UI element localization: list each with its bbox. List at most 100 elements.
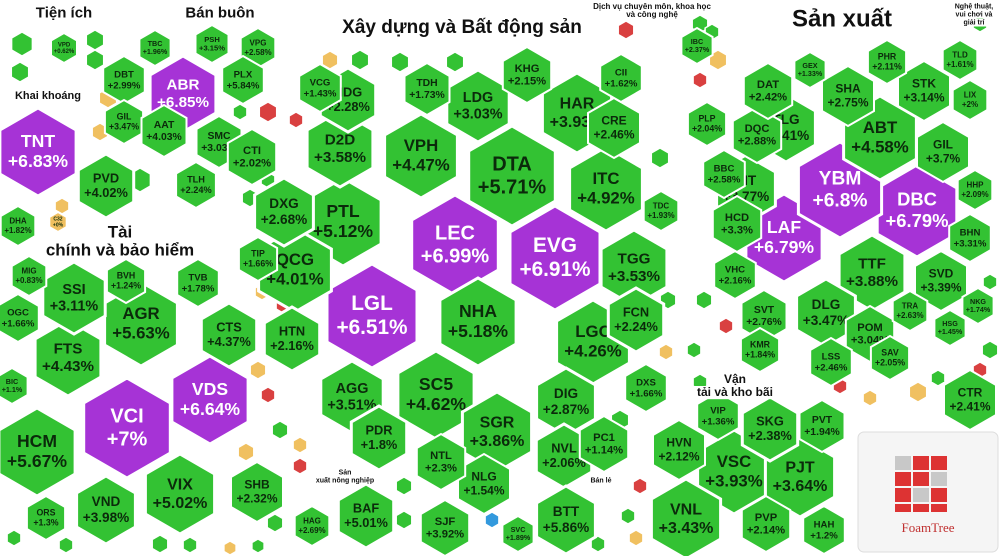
stock-tile-dha[interactable]: DHA+1.82% xyxy=(0,204,37,248)
stock-tile-tip[interactable]: TIP+1.66% xyxy=(237,235,279,283)
stock-tile-htn[interactable]: HTN+2.16% xyxy=(262,305,322,373)
stock-tile-shape xyxy=(175,160,217,210)
stock-tile-gex[interactable]: GEX+1.33% xyxy=(793,50,827,90)
stock-tile-svd[interactable]: SVD+3.39% xyxy=(914,249,968,313)
stock-tile-ibc[interactable]: IBC+2.37% xyxy=(680,26,714,66)
stock-tile-tbc[interactable]: TBC+1.96% xyxy=(138,28,172,68)
stock-tile-bic[interactable]: BIC+1.1% xyxy=(0,366,29,406)
stock-tile-mig[interactable]: MIG+0.83% xyxy=(10,254,48,298)
stock-tile-tra[interactable]: TRA+2.63% xyxy=(891,289,929,333)
stock-tile-vcg[interactable]: VCG+1.43% xyxy=(298,62,342,114)
stock-tile-tld[interactable]: TLD+1.61% xyxy=(941,38,979,82)
stock-tile-hah[interactable]: HAH+1.2% xyxy=(802,504,846,556)
stock-tile-khg[interactable]: KHG+2.15% xyxy=(501,45,553,105)
stock-tile-ors[interactable]: ORS+1.3% xyxy=(25,494,67,542)
stock-tile-sav[interactable]: SAV+2.05% xyxy=(869,334,911,382)
stock-tile-kmr[interactable]: KMR+1.84% xyxy=(739,326,781,374)
stock-tile-cii[interactable]: CII+1.62% xyxy=(599,52,643,104)
stock-tile-tdc[interactable]: TDC+1.93% xyxy=(642,189,680,233)
stock-tile-lgl[interactable]: LGL+6.51% xyxy=(325,262,419,370)
stock-tile-svc[interactable]: SVC+1.89% xyxy=(501,514,535,554)
stock-tile-vnl[interactable]: VNL +3.43% xyxy=(649,477,723,556)
stock-tile-dta[interactable]: DTA+5.71% xyxy=(467,124,557,228)
stock-tile-hsg[interactable]: HSG+1.45% xyxy=(933,308,967,348)
stock-tile-pvp[interactable]: PVP+2.14% xyxy=(740,494,792,554)
stock-tile-nha[interactable]: NHA+5.18% xyxy=(438,276,518,368)
stock-code-label: BVH xyxy=(117,270,136,280)
stock-tile-plx[interactable]: PLX+5.84% xyxy=(221,54,265,106)
stock-tile-shb[interactable]: SHB+2.32% xyxy=(230,460,284,524)
stock-tile-cts[interactable]: CTS+4.37% xyxy=(199,301,259,369)
stock-tile-shape xyxy=(943,368,997,432)
stock-tile-phr[interactable]: PHR+2.11% xyxy=(866,38,908,86)
stock-tile-dbc[interactable]: DBC+6.79% xyxy=(875,163,959,259)
stock-tile-sgr[interactable]: SGR +3.86% xyxy=(460,390,534,474)
stock-tile-aat[interactable]: AAT+4.03% xyxy=(140,103,188,159)
stock-tile-vhc[interactable]: VHC+2.16% xyxy=(713,249,757,301)
stock-tile-vds[interactable]: VDS+6.64% xyxy=(170,354,250,446)
stock-tile-hag[interactable]: HAG+2.69% xyxy=(293,504,331,548)
stock-tile-sha[interactable]: SHA+2.75% xyxy=(821,64,875,128)
stock-tile-fts[interactable]: FTS+4.43% xyxy=(33,318,103,398)
stock-tile-nlg[interactable]: NLG+1.54% xyxy=(457,452,511,516)
stock-tile-tdh[interactable]: TDH+1.73% xyxy=(403,61,451,117)
stock-tile-sjf[interactable]: SJF+3.92% xyxy=(419,498,471,556)
stock-tile-pvd[interactable]: PVD+4.02% xyxy=(76,152,136,220)
stock-tile-shape xyxy=(642,189,680,233)
stock-tile-ogc[interactable]: OGC+1.66% xyxy=(0,292,40,344)
stock-tile-agr[interactable]: AGR+5.63% xyxy=(103,280,179,368)
stock-tile-hvn[interactable]: HVN+2.12% xyxy=(652,418,706,482)
stock-tile-cti[interactable]: CTI+2.02% xyxy=(226,127,278,187)
stock-tile-tvb[interactable]: TVB+1.78% xyxy=(176,257,220,309)
stock-tile-nvl[interactable]: NVL+2.06% xyxy=(534,422,594,490)
stock-tile-gil[interactable]: GIL+3.47% xyxy=(103,98,145,146)
stock-tile-plp[interactable]: PLP+2.04% xyxy=(686,100,728,148)
stock-tile-pc1[interactable]: PC1+1.14% xyxy=(578,414,630,474)
stock-tile-baf[interactable]: BAF+5.01% xyxy=(336,482,396,550)
stock-tile-lix[interactable]: LIX+2% xyxy=(951,78,989,122)
stock-tile-bbc[interactable]: BBC+2.58% xyxy=(702,148,746,200)
stock-tile-btt[interactable]: BTT+5.86% xyxy=(535,484,597,556)
stock-tile-dbt[interactable]: DBT+2.99% xyxy=(102,54,146,106)
stock-tile-ssi[interactable]: SSI+3.11% xyxy=(41,260,107,336)
stock-tile-tgg[interactable]: TGG+3.53% xyxy=(599,228,669,308)
stock-tile-dig[interactable]: DIG+2.87% xyxy=(535,366,597,438)
stock-tile-tnt[interactable]: TNT+6.83% xyxy=(0,106,78,198)
stock-tile-bhn[interactable]: BHN+3.31% xyxy=(948,212,992,264)
stock-tile-vix[interactable]: VIX +5.02% xyxy=(143,452,217,536)
stock-tile-ldg[interactable]: LDG+3.03% xyxy=(445,68,511,144)
stock-tile-bvh[interactable]: BVH+1.24% xyxy=(105,257,147,305)
stock-tile-dqc[interactable]: DQC+2.88% xyxy=(731,105,783,165)
stock-tile-ntl[interactable]: NTL+2.3% xyxy=(415,432,467,492)
stock-tile-lec[interactable]: LEC+6.99% xyxy=(410,193,500,297)
stock-tile-c32[interactable]: C32+0% xyxy=(48,210,68,234)
stock-tile-pjt[interactable]: PJT +3.64% xyxy=(763,435,837,519)
stock-tile-pvt[interactable]: PVT+1.94% xyxy=(798,398,846,454)
stock-tile-vpd[interactable]: VPD+0.62% xyxy=(50,31,78,65)
stock-tile-dxg[interactable]: DXG+2.68% xyxy=(253,176,315,248)
stock-tile-hhp[interactable]: HHP+2.09% xyxy=(956,168,994,212)
stock-tile-hcd[interactable]: HCD+3.3% xyxy=(711,194,763,254)
stock-tile-dlg[interactable]: DLG+3.47% xyxy=(795,277,857,349)
stock-tile-evg[interactable]: EVG+6.91% xyxy=(508,204,602,312)
stock-tile-vnd[interactable]: VND+3.98% xyxy=(75,474,137,546)
stock-tile-fcn[interactable]: FCN+2.24% xyxy=(606,286,666,354)
stock-tile-lss[interactable]: LSS+2.46% xyxy=(809,336,853,388)
stock-tile-stk[interactable]: STK+3.14% xyxy=(897,59,951,123)
stock-tile-hcm[interactable]: HCM+5.67% xyxy=(0,406,77,498)
stock-tile-pdr[interactable]: PDR+1.8% xyxy=(349,404,409,472)
stock-tile-gil[interactable]: GIL+3.7% xyxy=(916,120,970,184)
stock-tile-vph[interactable]: VPH+4.47% xyxy=(383,112,459,200)
stock-tile-dat[interactable]: DAT+2.42% xyxy=(742,61,794,121)
stock-tile-tlh[interactable]: TLH+2.24% xyxy=(175,160,217,210)
stock-tile-dxs[interactable]: DXS+1.66% xyxy=(624,362,668,414)
filler-tile xyxy=(350,49,370,71)
stock-tile-ctr[interactable]: CTR+2.41% xyxy=(943,368,997,432)
stock-tile-svt[interactable]: SVT+2.76% xyxy=(740,288,788,344)
stock-tile-skg[interactable]: SKG+2.38% xyxy=(740,395,800,463)
stock-tile-d2d[interactable]: D2D+3.58% xyxy=(305,109,375,189)
stock-tile-psh[interactable]: PSH+3.15% xyxy=(194,23,230,65)
stock-tile-nkg[interactable]: NKG+1.74% xyxy=(961,286,995,326)
stock-change-label: +3.3% xyxy=(721,225,753,237)
stock-tile-vci[interactable]: VCI+7% xyxy=(82,376,172,480)
